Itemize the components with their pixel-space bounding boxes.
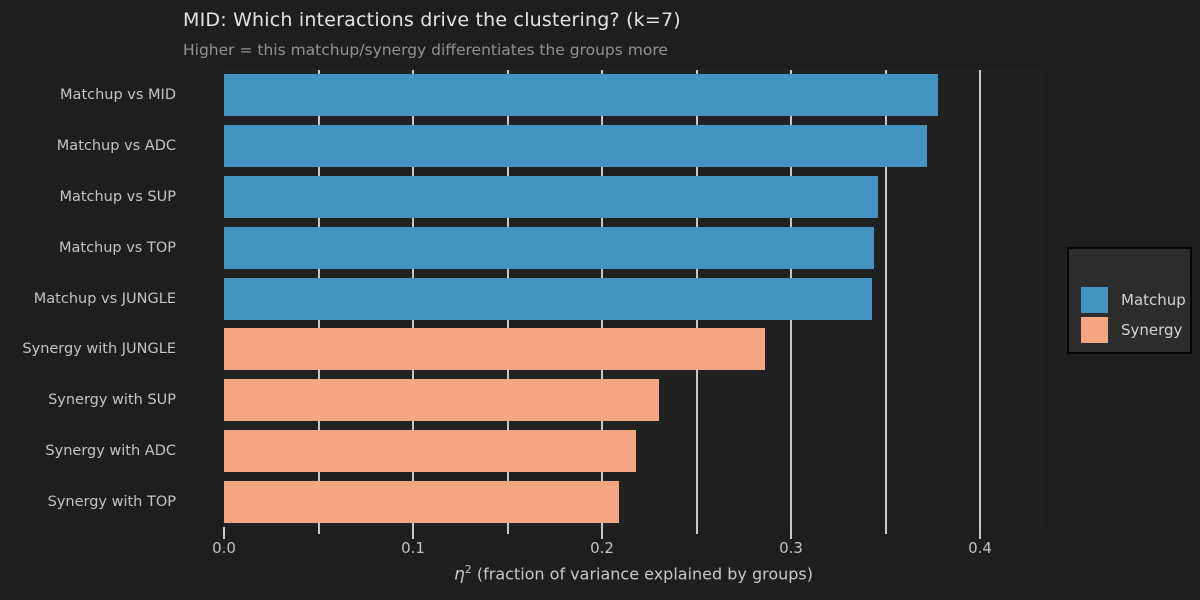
y-tick-label: Matchup vs MID [60,87,176,104]
legend-swatch-matchup [1081,287,1108,313]
legend-row-synergy: Synergy [1069,315,1190,345]
bar-matchup-vs-top [224,226,875,269]
legend-label: Matchup [1121,291,1186,309]
chart-title: MID: Which interactions drive the cluste… [183,9,681,31]
y-tick-label: Synergy with ADC [45,442,176,459]
bar-matchup-vs-adc [224,125,928,168]
y-tick-label: Matchup vs ADC [56,138,176,155]
x-tick-label: 0.2 [590,539,614,557]
x-tick-label: 0.4 [968,539,992,557]
gridline [979,70,981,527]
x-tick [790,527,792,539]
bar-synergy-with-top [224,480,619,523]
x-axis-label-text: (fraction of variance explained by group… [471,564,813,584]
legend-swatch-synergy [1081,317,1108,343]
y-tick-label: Synergy with JUNGLE [22,341,176,358]
x-tick [223,527,225,539]
eta-symbol: η [454,564,465,585]
legend-row-matchup: Matchup [1069,285,1190,315]
eta-exponent: 2 [464,563,472,576]
x-tick [506,527,509,534]
y-tick-label: Matchup vs JUNGLE [33,290,176,307]
y-tick-label: Matchup vs TOP [58,239,176,256]
gridline [884,70,887,527]
chart-subtitle: Higher = this matchup/synergy differenti… [183,41,668,59]
y-tick-label: Synergy with TOP [47,493,176,510]
x-tick-label: 0.1 [401,539,425,557]
x-tick [695,527,698,534]
x-axis-label: η2 (fraction of variance explained by gr… [224,563,1043,584]
plot-area [224,70,1043,527]
y-tick-label: Synergy with SUP [48,392,176,409]
legend: Matchup Synergy [1067,247,1192,354]
legend-label: Synergy [1121,321,1183,339]
bar-matchup-vs-sup [224,175,878,218]
x-tick-label: 0.3 [779,539,803,557]
bar-synergy-with-adc [224,429,637,472]
x-tick [601,527,603,539]
x-tick-label: 0.0 [212,539,236,557]
bar-matchup-vs-jungle [224,277,873,320]
x-tick [979,527,981,539]
bar-synergy-with-sup [224,379,659,422]
bar-matchup-vs-mid [224,74,939,117]
x-tick [884,527,887,534]
x-tick [317,527,320,534]
legend-title-spacer [1069,249,1190,285]
x-tick [412,527,414,539]
y-tick-label: Matchup vs SUP [59,188,176,205]
bar-synergy-with-jungle [224,328,765,371]
